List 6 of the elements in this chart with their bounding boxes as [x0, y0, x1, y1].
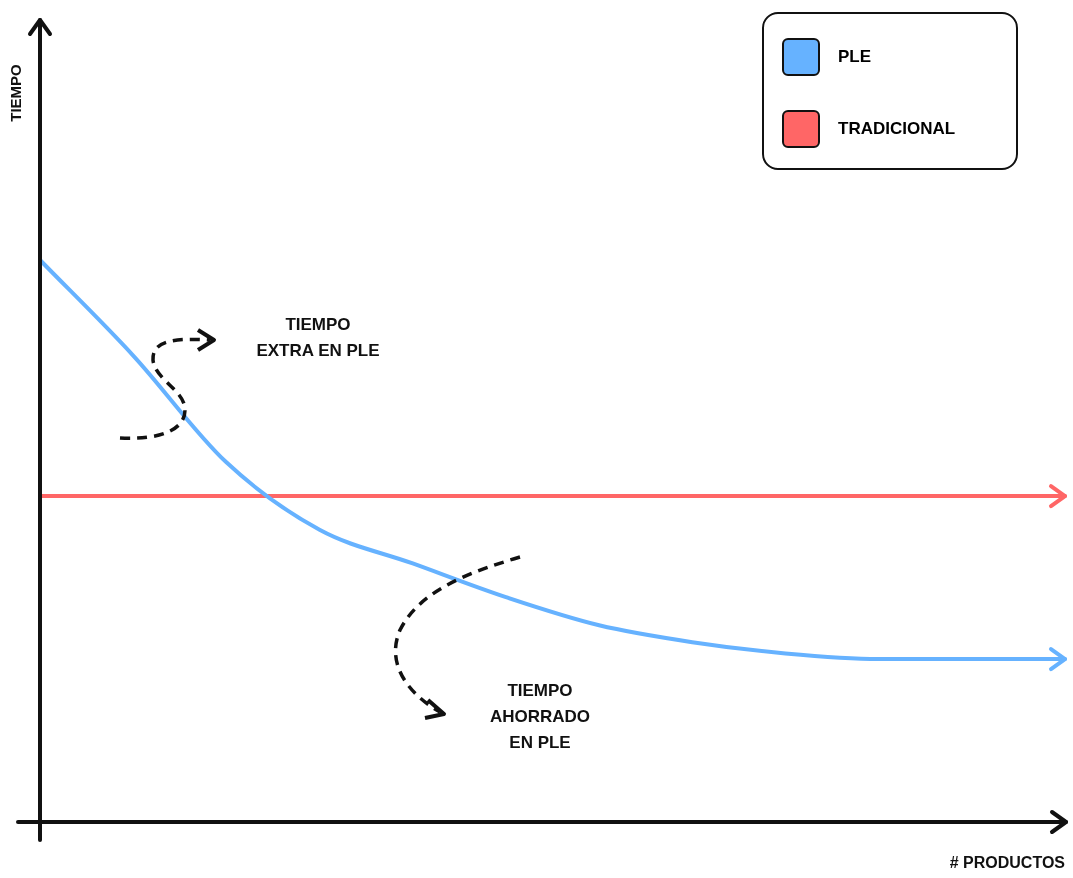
x-axis-title: # PRODUCTOS [949, 853, 1065, 873]
annotation: TIEMPO EXTRA EN PLE [255, 314, 381, 362]
text: TIEMPO [6, 63, 25, 123]
annotation: TIEMPO AHORRADO EN PLE [488, 680, 592, 754]
legend-label: TRADICIONAL [838, 119, 956, 139]
legend-label: PLE [838, 47, 872, 67]
